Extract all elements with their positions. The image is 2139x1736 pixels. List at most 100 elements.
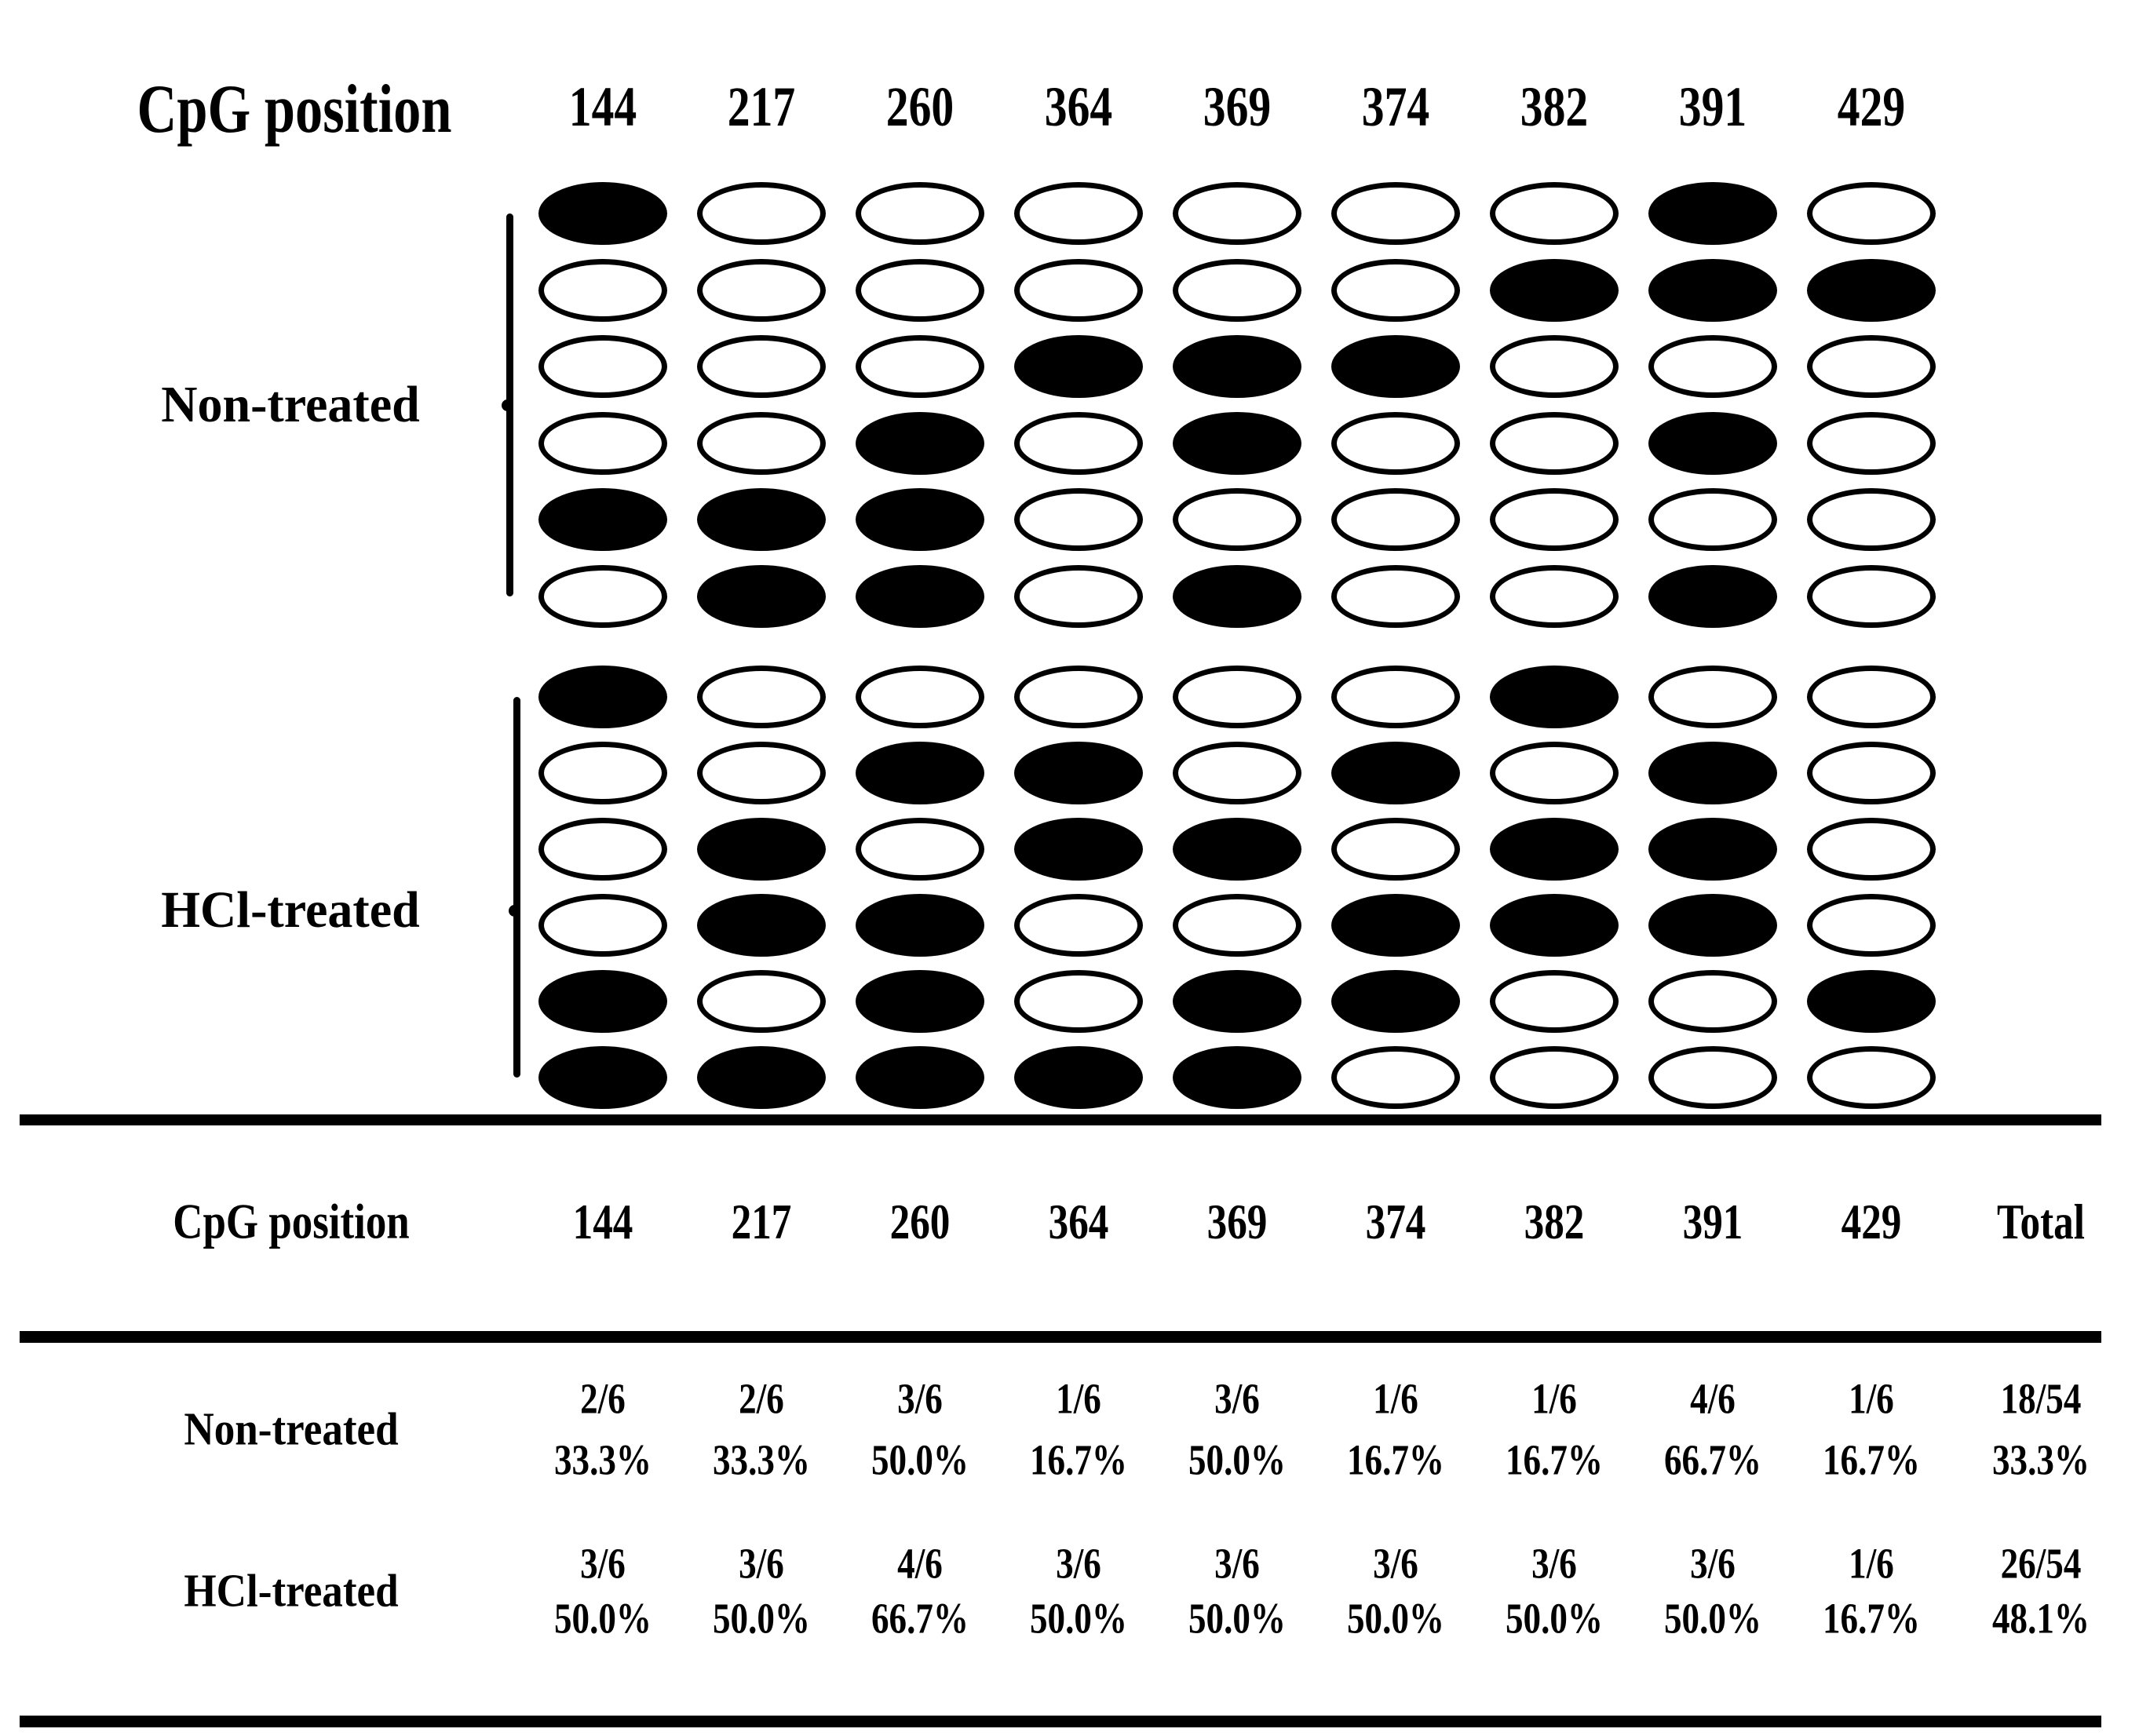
- cpg-position-number-369: 369: [1203, 75, 1272, 138]
- unmethylated-site-circle: [1648, 1046, 1777, 1109]
- unmethylated-site-circle: [1807, 666, 1936, 728]
- unmethylated-site-circle: [1173, 894, 1301, 957]
- table-cell-fraction: 2/6: [580, 1374, 626, 1423]
- methylated-site-circle: [697, 818, 826, 881]
- unmethylated-site-circle: [1173, 666, 1301, 728]
- methylated-site-circle: [1173, 1046, 1301, 1109]
- table-cell-percent: 16.7%: [1346, 1435, 1445, 1484]
- group-bracket-tick-hcl-treated: [509, 905, 520, 917]
- table-cell-fraction: 3/6: [580, 1539, 626, 1588]
- unmethylated-site-circle: [1014, 894, 1143, 957]
- table-cell-fraction: 26/54: [2000, 1539, 2082, 1588]
- table-cell-percent: 50.0%: [1663, 1594, 1762, 1643]
- table-cell-fraction: 2/6: [739, 1374, 784, 1423]
- methylated-site-circle: [1014, 1046, 1143, 1109]
- table-cell-percent: 50.0%: [1029, 1594, 1128, 1643]
- table-rule-2: [20, 1331, 2101, 1343]
- unmethylated-site-circle: [856, 818, 984, 881]
- table-cell-fraction: 4/6: [1690, 1374, 1736, 1423]
- unmethylated-site-circle: [697, 666, 826, 728]
- methylated-site-circle: [856, 488, 984, 551]
- table-cell-fraction: 18/54: [2000, 1374, 2082, 1423]
- unmethylated-site-circle: [1490, 970, 1619, 1033]
- unmethylated-site-circle: [697, 970, 826, 1033]
- unmethylated-site-circle: [1807, 818, 1936, 881]
- group-label-non-treated: Non-treated: [161, 376, 420, 433]
- table-header-cpg-position-label: CpG position: [173, 1194, 410, 1249]
- unmethylated-site-circle: [1648, 970, 1777, 1033]
- methylated-site-circle: [1490, 818, 1619, 881]
- unmethylated-site-circle: [1173, 258, 1301, 322]
- unmethylated-site-circle: [538, 411, 667, 475]
- unmethylated-site-circle: [1648, 488, 1777, 551]
- unmethylated-site-circle: [1331, 488, 1460, 551]
- methylated-site-circle: [1331, 894, 1460, 957]
- unmethylated-site-circle: [697, 742, 826, 804]
- methylated-site-circle: [697, 488, 826, 551]
- table-header-col-217: 217: [731, 1194, 792, 1249]
- table-header-col-total: Total: [1997, 1194, 2085, 1249]
- cpg-position-number-217: 217: [727, 75, 796, 138]
- table-header-col-382: 382: [1524, 1194, 1585, 1249]
- unmethylated-site-circle: [1807, 182, 1936, 245]
- unmethylated-site-circle: [1807, 335, 1936, 398]
- unmethylated-site-circle: [1173, 182, 1301, 245]
- methylated-site-circle: [1173, 564, 1301, 628]
- methylated-site-circle: [1807, 258, 1936, 322]
- unmethylated-site-circle: [697, 182, 826, 245]
- unmethylated-site-circle: [538, 818, 667, 881]
- methylated-site-circle: [1173, 335, 1301, 398]
- unmethylated-site-circle: [1648, 666, 1777, 728]
- methylated-site-circle: [538, 666, 667, 728]
- unmethylated-site-circle: [1014, 258, 1143, 322]
- methylated-site-circle: [1490, 258, 1619, 322]
- table-header-col-369: 369: [1206, 1194, 1268, 1249]
- unmethylated-site-circle: [538, 564, 667, 628]
- unmethylated-site-circle: [1331, 182, 1460, 245]
- cpg-position-number-374: 374: [1361, 75, 1430, 138]
- unmethylated-site-circle: [1490, 1046, 1619, 1109]
- unmethylated-site-circle: [1648, 335, 1777, 398]
- table-cell-fraction: 1/6: [1056, 1374, 1101, 1423]
- table-cell-percent: 50.0%: [871, 1435, 969, 1484]
- methylated-site-circle: [1331, 335, 1460, 398]
- unmethylated-site-circle: [1014, 411, 1143, 475]
- methylated-site-circle: [856, 970, 984, 1033]
- table-cell-fraction: 1/6: [1373, 1374, 1418, 1423]
- unmethylated-site-circle: [1490, 335, 1619, 398]
- methylated-site-circle: [1014, 818, 1143, 881]
- unmethylated-site-circle: [1014, 182, 1143, 245]
- table-cell-fraction: 4/6: [897, 1539, 943, 1588]
- group-bracket-tick-non-treated: [502, 399, 513, 411]
- unmethylated-site-circle: [856, 182, 984, 245]
- unmethylated-site-circle: [1807, 564, 1936, 628]
- methylated-site-circle: [1648, 742, 1777, 804]
- methylated-site-circle: [1648, 564, 1777, 628]
- methylated-site-circle: [1173, 970, 1301, 1033]
- methylated-site-circle: [856, 894, 984, 957]
- unmethylated-site-circle: [1014, 488, 1143, 551]
- unmethylated-site-circle: [856, 335, 984, 398]
- unmethylated-site-circle: [1173, 488, 1301, 551]
- table-cell-percent: 66.7%: [1663, 1435, 1762, 1484]
- methylated-site-circle: [697, 894, 826, 957]
- unmethylated-site-circle: [1807, 488, 1936, 551]
- group-label-hcl-treated: HCl-treated: [161, 881, 420, 939]
- unmethylated-site-circle: [1807, 1046, 1936, 1109]
- methylated-site-circle: [856, 564, 984, 628]
- table-cell-fraction: 1/6: [1849, 1374, 1894, 1423]
- methylated-site-circle: [538, 1046, 667, 1109]
- cpg-position-header-label: CpG position: [137, 71, 452, 148]
- cpg-position-number-391: 391: [1678, 75, 1747, 138]
- cpg-position-number-260: 260: [885, 75, 955, 138]
- table-rule-3: [20, 1716, 2101, 1727]
- unmethylated-site-circle: [1331, 818, 1460, 881]
- methylated-site-circle: [1648, 182, 1777, 245]
- cpg-position-number-144: 144: [568, 75, 637, 138]
- methylated-site-circle: [1173, 818, 1301, 881]
- unmethylated-site-circle: [1490, 411, 1619, 475]
- table-row-label-hcl-treated: HCl-treated: [184, 1564, 399, 1617]
- methylated-site-circle: [1648, 258, 1777, 322]
- table-cell-percent: 16.7%: [1505, 1435, 1604, 1484]
